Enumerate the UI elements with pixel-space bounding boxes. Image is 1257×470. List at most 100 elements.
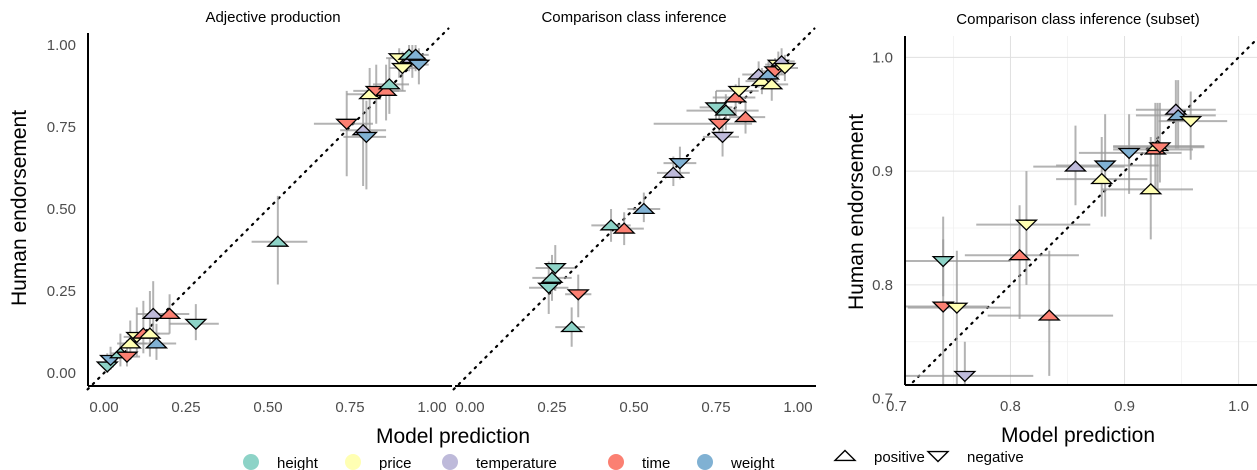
point-height-negative [931,255,955,268]
legend-item-height: height [243,454,319,470]
point-temperature-positive [141,307,165,320]
legend-item-negative: negative [926,449,1024,466]
point-time-negative [335,118,359,131]
panel-adjective-production: Adjective production Model prediction Hu… [8,9,530,448]
point-price-positive [138,327,162,339]
y-tick-label: 0.8 [872,277,893,294]
point-temperature-negative [953,370,977,383]
point-price-negative [1179,116,1203,128]
panel-title: Adjective production [205,9,340,26]
point-height-positive [266,235,290,247]
x-axis-label: Model prediction [1001,424,1155,447]
x-tick-label: 0.25 [171,399,200,416]
legend-label: price [379,455,412,470]
x-tick-label: 1.00 [417,399,446,416]
y-tick-label: 1.00 [47,37,76,54]
point-time-positive [733,110,758,123]
legend-swatch [697,454,713,470]
y-tick-label: 0.7 [872,391,893,408]
legend-label: height [277,455,319,470]
point-time-negative [115,351,139,363]
point-time-positive [1008,248,1032,261]
legend-swatch [243,454,259,470]
legend-item-weight: weight [697,454,775,470]
legend-label: temperature [476,455,557,470]
point-time-negative [566,289,590,301]
legend-label: weight [730,455,775,470]
x-tick-label: 0.8 [1000,398,1021,415]
plot-area [86,27,450,391]
y-tick-label: 0.9 [872,163,893,180]
point-height-positive [540,271,564,283]
legend-label: positive [874,449,925,466]
point-price-positive [1139,182,1163,195]
data-points [537,55,797,333]
x-tick-label: 0.00 [89,399,118,416]
identity-line [908,37,1257,385]
point-time-positive [374,84,398,96]
point-height-positive [599,219,623,231]
data-points [95,48,431,373]
panel-title: Comparison class inference (subset) [956,11,1199,28]
point-height-positive [377,77,401,90]
point-weight-negative [354,131,378,144]
panel-comparison-class-inference-subset: Comparison class inference (subset) Mode… [845,11,1257,447]
x-tick-label: 0.9 [1114,398,1135,415]
error-bars [905,80,1228,385]
point-price-negative [1014,219,1039,231]
x-tick-label: 0.7 [886,398,907,415]
y-tick-label: 0.75 [47,119,76,136]
point-height-negative [184,318,208,331]
point-price-positive [760,77,784,90]
legend: height price temperature time weight positive… [243,449,1024,470]
x-tick-label: 0.25 [537,399,566,416]
data-points [931,103,1203,383]
legend-swatch [442,454,458,470]
point-height-positive [560,320,584,333]
point-height-positive [714,104,738,116]
y-tick-label: 1.0 [872,49,893,66]
point-price-negative [945,302,969,314]
point-weight-negative [668,158,692,170]
point-temperature-positive [1063,160,1088,172]
panel-comparison-class-inference: Comparison class inference 0.00 0.25 0.50 0… [452,9,816,416]
x-tick-label: 0.00 [455,399,484,416]
legend-shape [926,450,950,463]
legend-item-price: price [345,454,412,470]
x-axis-label: Model prediction [376,425,530,448]
point-time-positive [724,91,748,103]
plot-area [452,27,816,391]
x-tick-label: 0.50 [619,399,648,416]
x-tick-label: 0.50 [253,399,282,416]
point-height-negative [704,102,728,114]
x-tick-label: 0.75 [335,399,364,416]
point-time-negative [1148,142,1172,154]
legend-swatch [345,454,361,470]
legend-item-positive: positive [833,449,925,466]
point-height-negative [537,282,561,295]
point-time-positive [158,307,182,320]
x-tick-label: 1.0 [1228,398,1249,415]
legend-swatch [608,454,624,470]
legend-label: time [642,455,670,470]
point-weight-negative [407,59,431,72]
point-price-positive [118,337,142,349]
point-weight-negative [1093,160,1117,172]
y-tick-label: 0.25 [47,283,76,300]
legend-shape [833,449,857,462]
point-price-negative [773,62,797,75]
x-tick-label: 0.75 [701,399,730,416]
y-tick-label: 0.00 [47,365,76,382]
point-weight-positive [144,337,169,349]
point-price-negative [390,62,415,75]
y-axis-label: Human endorsement [845,114,868,310]
point-height-negative [543,262,567,275]
point-time-positive [612,222,636,234]
gridlines [905,36,1257,385]
identity-line [86,27,450,391]
y-axis-label: Human endorsement [8,110,31,306]
point-price-positive [1090,172,1114,185]
point-time-positive [1037,309,1061,321]
legend-item-temperature: temperature [442,454,557,470]
